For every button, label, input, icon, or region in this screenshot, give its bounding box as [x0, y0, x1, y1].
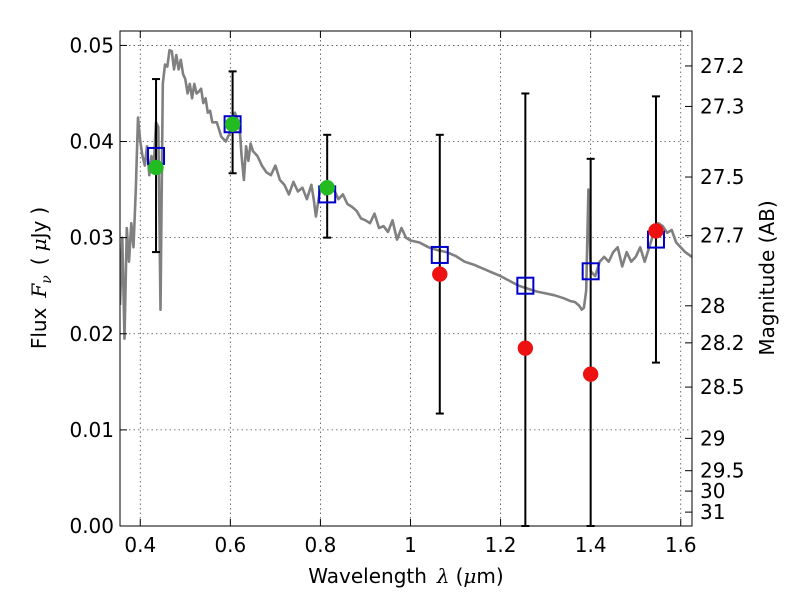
x-tick-label: 1.4 [575, 533, 607, 557]
y-tick-label: 0.04 [69, 130, 114, 154]
magnitude-axis-label: Magnitude (AB) [755, 200, 779, 355]
magnitude-tick-label: 28.2 [700, 331, 745, 355]
model-photometry-square [581, 262, 600, 281]
non-detection-point [648, 223, 664, 239]
x-axis-label: Wavelength λ (μm) [308, 564, 503, 588]
magnitude-tick-label: 27.3 [700, 94, 745, 118]
y-tick-label: 0.00 [69, 514, 114, 538]
y-tick-label: 0.05 [69, 33, 114, 57]
detection-point [224, 116, 241, 132]
y-tick-label: 0.03 [69, 226, 114, 250]
sed-line-layer [120, 48, 692, 340]
tick-labels: 0.4 0.6 0.8 1 1.2 1.4 1.6 0.00 0.01 0.02 0.03 0.04 0… [69, 33, 744, 557]
detection-point [319, 179, 335, 196]
model-photometry-square [223, 115, 242, 134]
non-detection-point [582, 366, 599, 382]
model-photometry-square [516, 276, 535, 295]
grid [120, 31, 692, 527]
model-photometry-square [430, 245, 449, 264]
y-tick-label: 0.01 [69, 418, 114, 442]
magnitude-tick-label: 28.5 [700, 375, 745, 399]
magnitude-tick-label: 31 [700, 500, 725, 524]
x-tick-label: 1 [404, 533, 417, 557]
plot-frame [119, 30, 693, 527]
errorbar-layer [152, 70, 660, 527]
x-tick-label: 0.6 [214, 533, 246, 557]
x-tick-label: 0.8 [305, 533, 337, 557]
observed-point-layer [148, 116, 664, 382]
x-tick-label: 1.6 [665, 533, 697, 557]
tick-marks [120, 31, 692, 527]
y-tick-label: 0.02 [69, 322, 114, 346]
non-detection-point [517, 340, 534, 356]
magnitude-tick-label: 27.5 [700, 165, 745, 189]
x-tick-label: 0.4 [124, 533, 156, 557]
magnitude-tick-label: 27.2 [700, 54, 745, 78]
detection-point [148, 159, 164, 176]
sed-line [120, 48, 692, 340]
magnitude-tick-label: 28 [700, 294, 725, 318]
magnitude-tick-label: 29.5 [700, 459, 745, 483]
x-tick-label: 1.2 [485, 533, 517, 557]
magnitude-tick-label: 30 [700, 479, 725, 503]
magnitude-tick-label: 27.7 [700, 224, 745, 248]
y-axis-label: FluxFν(μJy) [27, 207, 55, 349]
magnitude-tick-label: 29 [700, 426, 725, 450]
non-detection-point [432, 266, 448, 282]
